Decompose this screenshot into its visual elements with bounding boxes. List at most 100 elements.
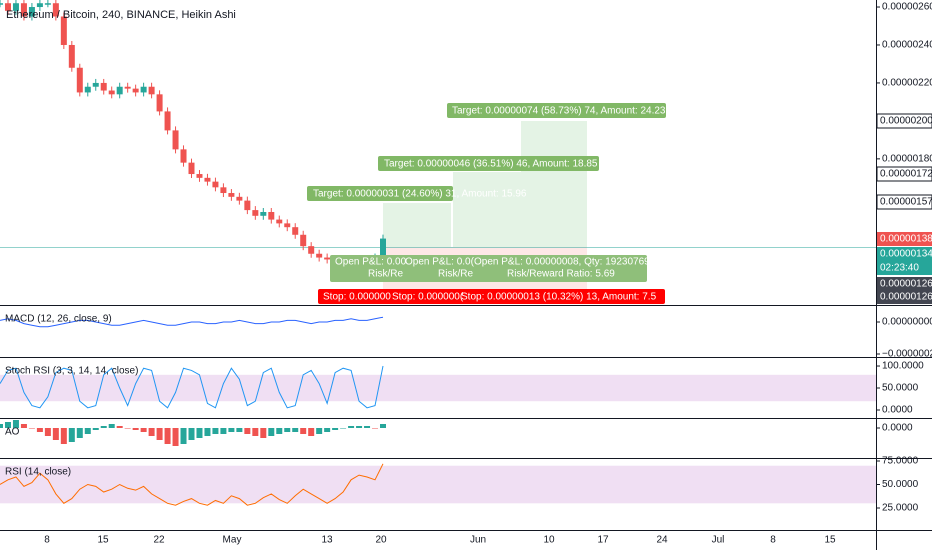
ao-bar [44,428,51,436]
band [0,374,876,402]
position-labels: Target: 0.00000031 (24.60%) 31, Amount: … [307,103,666,304]
x-tick-label: 10 [543,535,555,546]
y-tick-label: 0.00000220 [882,78,932,89]
y-tick-label: 50.0000 [882,383,919,394]
price-badge-label: 02:23:40 [880,263,919,274]
ao-bar [92,428,99,430]
candle [300,234,307,247]
candle [116,86,123,95]
ao-bar [364,426,371,428]
label-bg [307,186,453,201]
candle [204,177,211,182]
ao-bar [252,428,259,436]
candle [308,246,315,254]
x-tick-label: 17 [597,535,609,546]
indicator-line [0,316,384,328]
candle [292,227,299,235]
candle [260,212,267,216]
candle [284,223,291,228]
ao-bar [196,428,203,438]
ao-bar [60,428,67,444]
ao-bar [180,428,187,444]
ao-bar [52,428,59,440]
target-zone [521,121,587,247]
indicator-title: Stoch RSI (3, 3, 14, 14, close) [5,366,138,377]
candle [148,86,155,95]
price-badge-label: 0.00000126 [880,279,932,290]
ao-bar [124,428,131,429]
ao-bar [236,428,243,432]
ao-bar [348,426,355,428]
candle [172,130,179,150]
ao-bar [172,428,179,446]
ao-bar [132,428,139,430]
ao-bar [244,428,251,434]
candle [180,149,187,163]
candle [100,82,107,91]
price-badge [877,247,932,261]
ao-bar [260,428,267,438]
ao-bar [20,424,27,428]
y-tick-label: 0.00000180 [882,153,932,164]
indicator-title: RSI (14, close) [5,467,71,478]
candle [140,86,147,93]
pnl-label: Open P&L: 0.00000008, Qty: 19230769 [474,257,650,268]
candle [252,210,259,216]
ao-bar [228,428,235,432]
candle [60,16,67,45]
candle [92,82,99,87]
band [0,465,876,504]
candle [4,3,11,11]
ao-bar [324,428,331,432]
y-tick-label: 100.0000 [882,361,924,372]
ao-bar [68,428,75,442]
stop-label: Stop: 0.000000( [392,292,464,303]
candle [196,174,203,178]
price-badge-label: 0.00000138 [880,234,932,245]
candle [212,181,219,188]
price-badge-label: 0.00000172 [880,169,932,180]
candle [20,3,27,17]
ao-bar [276,428,283,434]
ao-bar [4,422,11,428]
price-badge [876,166,932,182]
candle [28,7,35,17]
stop-label: Stop: 0.00000013 (10.32%) 13, Amount: 7.… [461,292,657,303]
y-tick-label: 0.0000 [882,405,913,416]
label-bg [378,156,599,171]
label-bg [447,103,666,118]
x-tick-label: 13 [321,535,333,546]
label-bg [318,289,665,304]
candle [52,3,59,17]
candle [68,44,75,68]
x-tick-label: 15 [824,535,836,546]
candle [380,238,386,258]
candle [156,94,163,112]
candle [84,86,91,93]
ao-bar [220,428,227,434]
ao-bar [164,428,171,444]
ao-bar [148,428,155,436]
price-badge [877,232,932,246]
ao-bar [188,428,195,440]
ao-bar [332,428,339,430]
ao-bar [140,428,147,432]
x-tick-label: May [223,535,242,546]
target-label: Target: 0.00000046 (36.51%) 46, Amount: … [384,159,598,170]
candle [316,253,323,258]
x-tick-label: 22 [153,535,165,546]
price-badge [877,261,932,275]
x-tick-label: 8 [770,535,776,546]
y-tick-label: 75.0000 [882,456,919,467]
price-badge-label: 0.00000200 [880,116,932,127]
price-badge-label: 0.00000126 [880,292,932,303]
price-badge [877,277,932,291]
y-tick-label: 0.0000 [882,423,913,434]
candle [0,3,3,5]
candle [132,88,139,93]
candle [220,187,227,194]
ao-bar [300,428,307,434]
x-tick-label: 15 [97,535,109,546]
ao-bar [268,428,275,436]
